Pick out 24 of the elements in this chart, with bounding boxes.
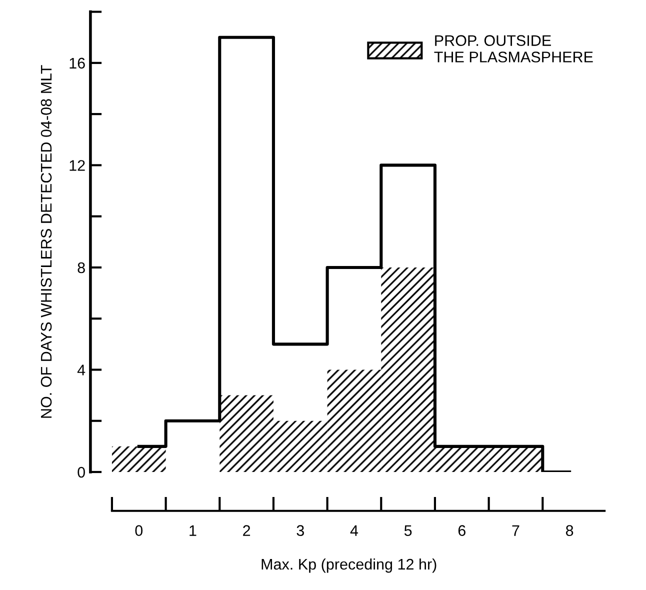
bar (488, 446, 543, 472)
x-tick-label: 4 (350, 525, 358, 536)
bar (434, 446, 489, 472)
y-tick-label: 8 (78, 262, 85, 274)
bar (327, 370, 382, 472)
y-axis-title: NO. OF DAYS WHISTLERS DETECTED 04-08 MLT (40, 65, 52, 418)
x-tick-label: 8 (566, 525, 574, 536)
x-tick-label: 2 (243, 525, 250, 536)
y-tick-label: 16 (70, 58, 85, 69)
y-tick-label: 4 (77, 364, 86, 376)
bar (381, 267, 435, 472)
x-tick-label: 5 (404, 525, 412, 536)
y-tick-label: 0 (78, 466, 85, 478)
y-tick-label: 12 (70, 160, 85, 171)
x-tick-label: 0 (135, 525, 143, 536)
x-tick-label: 3 (296, 525, 304, 536)
bar (112, 446, 166, 472)
x-tick-label: 1 (190, 525, 196, 536)
x-tick-label: 7 (512, 525, 520, 536)
x-axis-title: Max. Kp (preceding 12 hr) (262, 558, 436, 573)
x-tick-label: 6 (458, 525, 466, 536)
bar (273, 420, 328, 472)
legend-label: PROP. OUTSIDE THE PLASMASPHERE (434, 35, 593, 62)
bar (220, 395, 274, 472)
